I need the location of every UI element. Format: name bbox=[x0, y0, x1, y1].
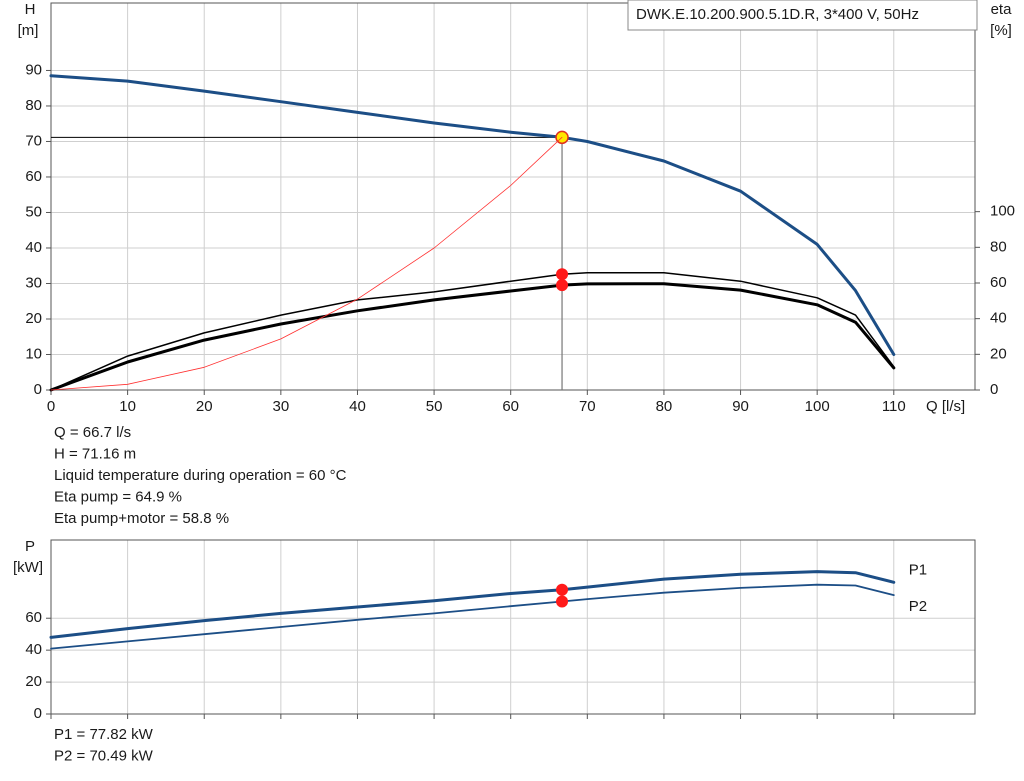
info-line: P1 = 77.82 kW bbox=[54, 726, 154, 743]
y-tick-label: 40 bbox=[25, 239, 42, 256]
y-axis-label: H bbox=[25, 1, 36, 18]
title-box bbox=[627, 0, 978, 31]
info-line: Q = 66.7 l/s bbox=[54, 424, 131, 441]
x-tick-label: 0 bbox=[47, 398, 55, 415]
x-tick-label: 80 bbox=[656, 398, 673, 415]
x-axis-label: Q [l/s] bbox=[926, 398, 965, 415]
series-line bbox=[50, 583, 895, 650]
x-tick-label: 90 bbox=[732, 398, 749, 415]
series-line bbox=[50, 136, 563, 391]
x-tick-label: 110 bbox=[882, 398, 906, 415]
plot-frame bbox=[50, 2, 976, 391]
series-line bbox=[50, 271, 895, 391]
y-tick-label: 20 bbox=[25, 673, 42, 690]
x-tick-label: 40 bbox=[349, 398, 366, 415]
info-line: H = 71.16 m bbox=[54, 445, 136, 462]
y-tick-label: 80 bbox=[25, 97, 42, 114]
plot-frame bbox=[50, 539, 976, 715]
y-tick-label: 40 bbox=[25, 641, 42, 658]
y-tick-label: 50 bbox=[25, 203, 42, 220]
y2-tick-label: 20 bbox=[990, 345, 1007, 362]
x-tick-label: 50 bbox=[426, 398, 443, 415]
y2-tick-label: 60 bbox=[990, 274, 1007, 291]
chart-title: DWK.E.10.200.900.5.1D.R, 3*400 V, 50Hz bbox=[636, 6, 919, 23]
operating-point-marker bbox=[556, 279, 569, 292]
y-tick-label: 0 bbox=[34, 381, 42, 398]
series-label: P2 bbox=[909, 598, 927, 615]
y-tick-label: 30 bbox=[25, 274, 42, 291]
x-tick-label: 20 bbox=[196, 398, 213, 415]
series-line bbox=[49, 570, 896, 639]
x-tick-label: 60 bbox=[502, 398, 519, 415]
y-tick-label: 10 bbox=[25, 345, 42, 362]
y2-axis-label: eta bbox=[991, 1, 1013, 18]
series-line bbox=[49, 282, 896, 392]
x-tick-label: 30 bbox=[273, 398, 290, 415]
operating-point-marker bbox=[556, 583, 569, 596]
y2-axis-unit: [%] bbox=[990, 22, 1012, 39]
operating-point-marker bbox=[556, 268, 569, 281]
y2-tick-label: 40 bbox=[990, 310, 1007, 327]
y2-tick-label: 80 bbox=[990, 238, 1007, 255]
y-axis-unit: [kW] bbox=[13, 559, 43, 576]
info-line: P2 = 70.49 kW bbox=[54, 747, 154, 764]
x-tick-label: 70 bbox=[579, 398, 596, 415]
operating-point-marker bbox=[556, 595, 569, 608]
info-line: Eta pump+motor = 58.8 % bbox=[54, 510, 229, 527]
x-tick-label: 10 bbox=[119, 398, 136, 415]
y-tick-label: 90 bbox=[25, 61, 42, 78]
series-line bbox=[49, 74, 896, 356]
y2-tick-label: 100 bbox=[990, 203, 1015, 220]
y-axis-unit: [m] bbox=[18, 22, 39, 39]
x-tick-label: 100 bbox=[805, 398, 830, 415]
y-tick-label: 70 bbox=[25, 132, 42, 149]
y-tick-label: 0 bbox=[34, 705, 42, 722]
y-tick-label: 20 bbox=[25, 310, 42, 327]
y2-tick-label: 0 bbox=[990, 381, 998, 398]
info-line: Eta pump = 64.9 % bbox=[54, 488, 182, 505]
y-tick-label: 60 bbox=[25, 609, 42, 626]
y-axis-label: P bbox=[25, 538, 35, 555]
series-label: P1 bbox=[909, 561, 927, 578]
y-tick-label: 60 bbox=[25, 168, 42, 185]
info-line: Liquid temperature during operation = 60… bbox=[54, 467, 347, 484]
